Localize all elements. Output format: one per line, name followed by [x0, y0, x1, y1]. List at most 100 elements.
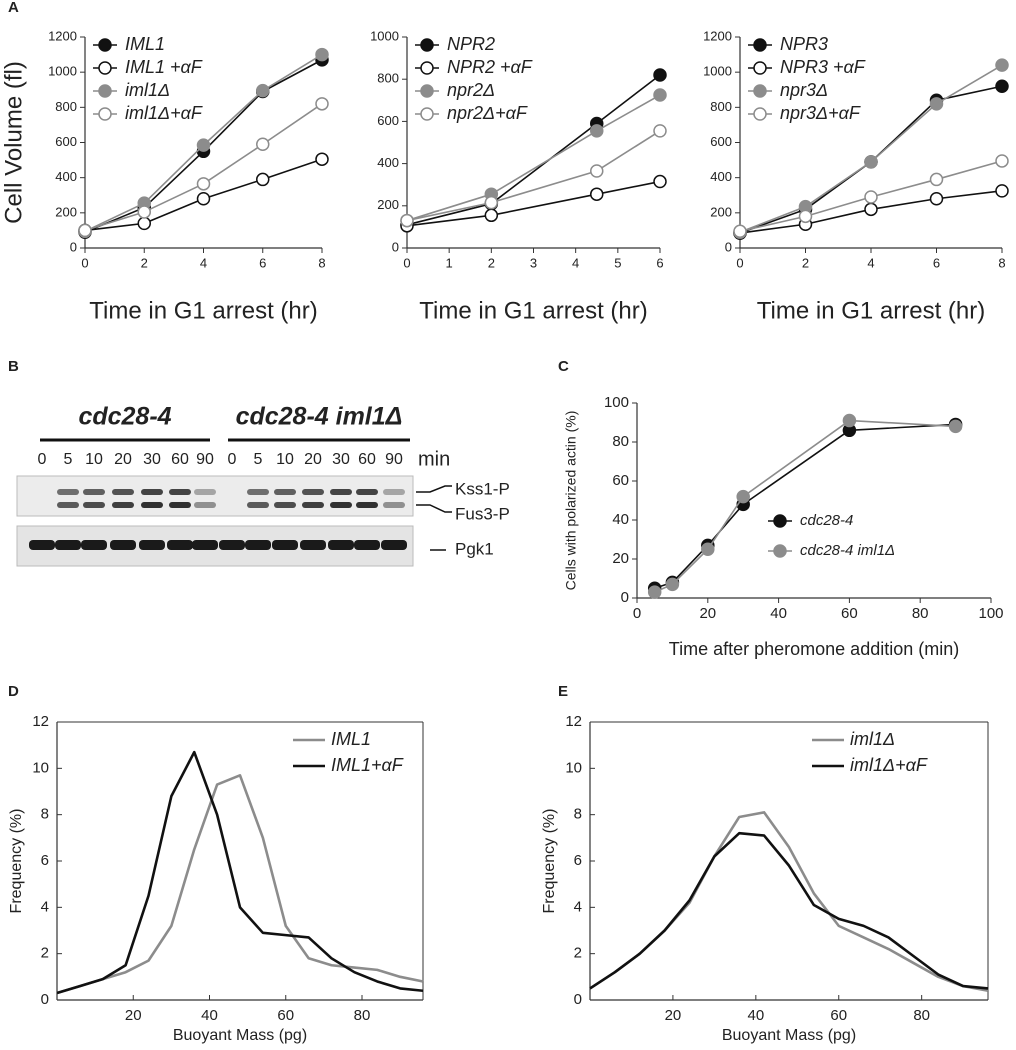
point — [315, 97, 329, 111]
x-tick-label: 8 — [998, 255, 1005, 270]
band-label: Pgk1 — [455, 539, 494, 558]
legend-marker — [420, 61, 434, 75]
point — [590, 124, 604, 138]
point — [647, 585, 662, 599]
x-tick-label: 60 — [830, 1007, 847, 1024]
band-kss1 — [330, 489, 352, 495]
legend-label: npr2Δ+αF — [447, 103, 528, 123]
band-fus3 — [302, 502, 324, 508]
y-tick-label: 600 — [377, 113, 399, 128]
legend-marker — [420, 84, 434, 98]
lane-label: 5 — [254, 451, 263, 468]
y-axis-label: Frequency (%) — [541, 809, 558, 914]
band-kss1 — [274, 489, 296, 495]
group-label: cdc28-4 iml1Δ — [236, 403, 403, 431]
band-pgk1 — [167, 540, 193, 550]
band-label: Kss1-P — [455, 479, 510, 498]
x-tick-label: 2 — [141, 255, 148, 270]
point — [995, 58, 1009, 72]
point — [196, 138, 211, 152]
x-tick-label: 2 — [802, 255, 809, 270]
band-kss1 — [302, 489, 324, 495]
series-line — [84, 103, 323, 232]
point — [995, 154, 1009, 168]
band-fus3 — [383, 502, 405, 508]
x-tick-label: 4 — [867, 255, 874, 270]
y-tick-label: 1200 — [48, 28, 77, 43]
y-tick-label: 1000 — [703, 64, 732, 79]
point — [653, 124, 667, 138]
y-tick-label: 1200 — [703, 28, 732, 43]
band-kss1 — [356, 489, 378, 495]
lane-label: 0 — [228, 451, 237, 468]
x-tick-label: 60 — [841, 605, 858, 622]
band-fus3 — [141, 502, 163, 508]
y-tick-label: 4 — [574, 898, 582, 915]
y-tick-label: 6 — [574, 852, 582, 869]
y-tick-label: 20 — [612, 550, 629, 567]
y-tick-label: 800 — [377, 71, 399, 86]
y-tick-label: 0 — [70, 239, 77, 254]
x-tick-label: 6 — [259, 255, 266, 270]
series-line — [589, 811, 989, 993]
band-pgk1 — [245, 540, 271, 550]
x-tick-label: 0 — [81, 255, 88, 270]
point — [864, 190, 878, 204]
band-pgk1 — [272, 540, 298, 550]
legend-marker — [420, 38, 434, 52]
x-tick-label: 40 — [201, 1007, 218, 1024]
series-line — [406, 94, 661, 222]
band-kss1 — [247, 489, 269, 495]
legend-label: IML1 — [125, 34, 165, 54]
lane-label: 20 — [114, 451, 132, 468]
legend-marker — [753, 84, 767, 98]
series-line — [406, 130, 661, 222]
lane-label: 10 — [276, 451, 294, 468]
legend-label: iml1Δ+αF — [850, 755, 928, 775]
legend-label: NPR3 +αF — [780, 57, 866, 77]
x-tick-label: 20 — [125, 1007, 142, 1024]
lane-label: 30 — [143, 451, 161, 468]
y-tick-label: 200 — [377, 197, 399, 212]
x-tick-label: 3 — [530, 255, 537, 270]
lane-label: 30 — [332, 451, 350, 468]
band-pgk1 — [81, 540, 107, 550]
x-tick-label: 60 — [277, 1007, 294, 1024]
unit-label: min — [418, 448, 450, 470]
point — [701, 542, 715, 556]
band-kss1 — [169, 489, 191, 495]
legend-label: NPR2 — [447, 34, 495, 54]
band-kss1 — [194, 489, 216, 495]
band-fus3 — [83, 502, 105, 508]
band-fus3 — [57, 502, 79, 508]
x-tick-label: 0 — [633, 605, 641, 622]
band-kss1 — [83, 489, 105, 495]
point — [256, 83, 270, 98]
x-tick-label: 1 — [446, 255, 453, 270]
band-fus3 — [330, 502, 352, 508]
band-pgk1 — [139, 540, 165, 550]
point — [995, 184, 1009, 198]
y-tick-label: 0 — [725, 239, 732, 254]
band-kss1 — [383, 489, 405, 495]
y-tick-label: 6 — [41, 852, 49, 869]
lane-label: 0 — [38, 451, 47, 468]
x-tick-label: 4 — [572, 255, 579, 270]
legend-marker — [753, 61, 767, 75]
y-tick-label: 600 — [55, 134, 77, 149]
legend-label: iml1Δ — [850, 729, 895, 749]
y-tick-label: 0 — [574, 991, 582, 1008]
point — [78, 223, 92, 238]
legend-label: NPR2 +αF — [447, 57, 533, 77]
x-tick-label: 20 — [665, 1007, 682, 1024]
band-pgk1 — [55, 540, 81, 550]
x-tick-label: 2 — [488, 255, 495, 270]
lane-label: 90 — [196, 451, 214, 468]
legend-marker — [98, 61, 112, 75]
point — [929, 172, 944, 187]
point — [315, 152, 329, 166]
point — [653, 88, 667, 102]
x-tick-label: 80 — [354, 1007, 371, 1024]
series-line — [589, 831, 989, 990]
point — [798, 209, 813, 224]
